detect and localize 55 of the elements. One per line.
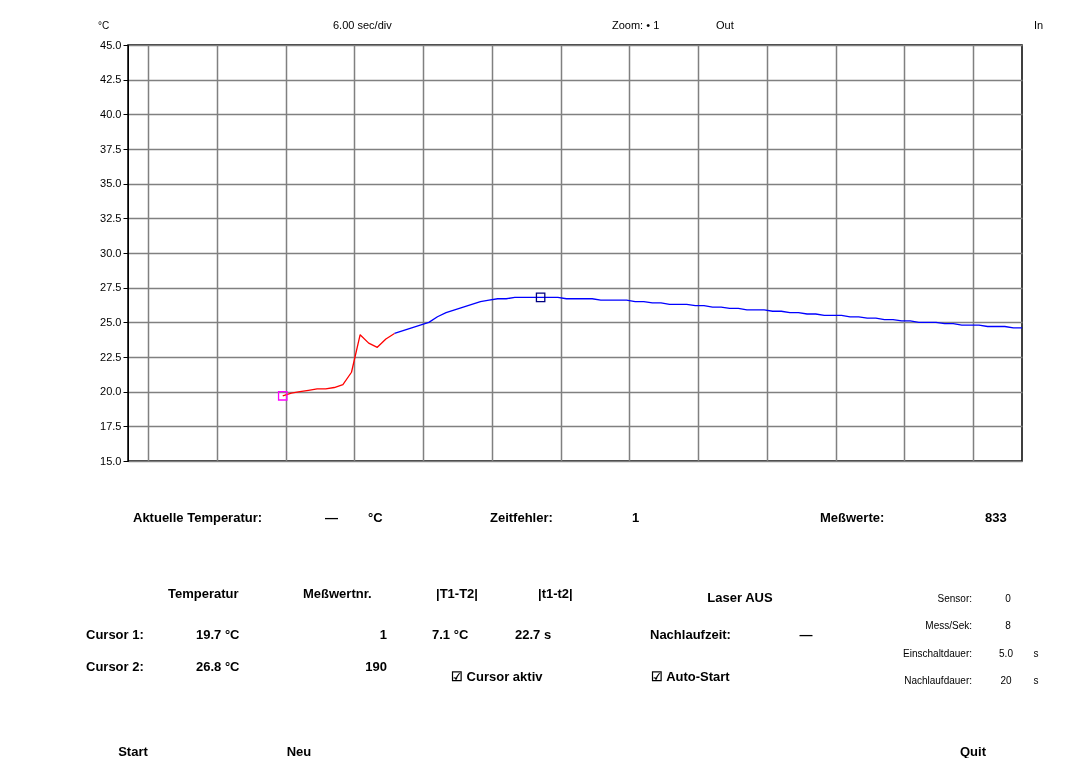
text: Quit xyxy=(960,744,987,758)
text: — xyxy=(799,627,813,642)
text: Nachlaufdauer: xyxy=(904,675,972,686)
y-tick-label: 25.0 xyxy=(100,315,122,328)
text: s xyxy=(1033,648,1039,659)
text: 20 xyxy=(1000,675,1012,686)
text: |t1-t2| xyxy=(538,586,573,601)
text: 19.7 °C xyxy=(196,627,241,642)
text: Mess/Sek: xyxy=(925,620,972,631)
chart-title: 6.00 sec/div xyxy=(333,19,393,31)
y-tick-label: 32.5 xyxy=(100,211,122,224)
text: Aktuelle Temperatur: xyxy=(133,510,263,525)
text: Cursor 1: xyxy=(86,627,144,642)
text: 0 xyxy=(1005,593,1012,604)
text: Cursor 2: xyxy=(86,659,144,674)
y-tick-label: 40.0 xyxy=(100,107,122,120)
text: 1 xyxy=(632,510,640,525)
text: Einschaltdauer: xyxy=(903,648,972,659)
y-tick-label: 22.5 xyxy=(100,350,122,363)
y-tick-label: 42.5 xyxy=(100,73,122,86)
y-tick-label: 27.5 xyxy=(100,281,122,294)
text: Zoom: • 1 xyxy=(612,19,660,31)
y-tick-label: 17.5 xyxy=(100,419,122,432)
y-tick-label: 37.5 xyxy=(100,142,122,155)
y-tick-label: 45.0 xyxy=(100,38,122,51)
text: 190 xyxy=(365,659,387,674)
text: Out xyxy=(716,19,734,31)
text: ☑ Auto-Start xyxy=(651,669,731,684)
text: °C xyxy=(368,510,384,525)
text: Temperatur xyxy=(168,586,239,601)
text: 7.1 °C xyxy=(432,627,469,642)
y-tick-label: 20.0 xyxy=(100,385,122,398)
text: In xyxy=(1034,19,1044,31)
text: 1 xyxy=(379,627,387,642)
text: ☑ Cursor aktiv xyxy=(451,669,544,684)
text: Zeitfehler: xyxy=(490,510,553,525)
text: 8 xyxy=(1005,620,1012,631)
text: Meßwertnr. xyxy=(303,586,372,601)
text: — xyxy=(325,510,338,525)
y-tick-label: 35.0 xyxy=(100,177,122,190)
text: Start xyxy=(118,744,149,758)
y-tick-label: 15.0 xyxy=(100,454,122,467)
text: 22.7 s xyxy=(515,627,552,642)
text: Nachlaufzeit: xyxy=(650,627,731,642)
text: Laser AUS xyxy=(707,590,773,605)
text: Meßwerte: xyxy=(820,510,885,525)
text: 833 xyxy=(985,510,1007,525)
text: Sensor: xyxy=(937,593,972,604)
text: 5.0 xyxy=(999,648,1014,659)
text: Neu xyxy=(286,744,312,758)
text: |T1-T2| xyxy=(436,586,478,601)
y-tick-label: 30.0 xyxy=(100,246,122,259)
y-axis-title: °C xyxy=(98,20,110,31)
text: 26.8 °C xyxy=(196,659,241,674)
text: s xyxy=(1033,675,1039,686)
